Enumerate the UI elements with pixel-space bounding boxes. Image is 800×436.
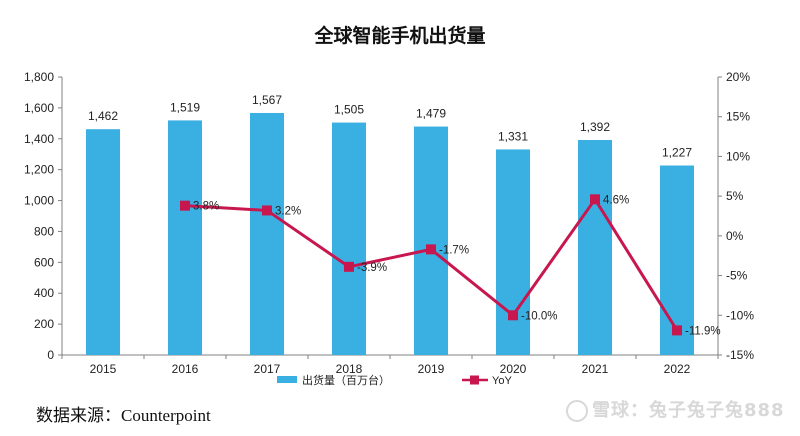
- bar-value-label: 1,227: [662, 145, 692, 159]
- y-tick-label: 1,600: [24, 101, 54, 115]
- x-tick-label: 2016: [172, 362, 199, 376]
- yoy-value-label: 3.2%: [275, 205, 301, 217]
- bar-value-label: 1,567: [252, 93, 282, 107]
- x-tick-label: 2015: [90, 362, 117, 376]
- bar-value-label: 1,462: [88, 109, 118, 123]
- yoy-value-label: -10.0%: [521, 310, 557, 322]
- y-tick-label: 200: [34, 317, 54, 331]
- yoy-value-label: 4.6%: [603, 194, 629, 206]
- legend-label-yoy: YoY: [492, 375, 512, 387]
- bar: [496, 149, 530, 355]
- x-tick-label: 2017: [254, 362, 281, 376]
- y2-tick-label: 10%: [726, 149, 750, 163]
- watermark: 雪球：兔子兔子兔888: [566, 396, 785, 422]
- y-tick-label: 800: [34, 224, 54, 238]
- yoy-marker: [508, 310, 518, 321]
- y2-tick-label: -10%: [726, 308, 754, 322]
- yoy-marker: [590, 194, 600, 205]
- legend-swatch-yoy-marker: [470, 375, 479, 385]
- bar: [332, 122, 366, 355]
- x-tick-label: 2022: [664, 362, 691, 376]
- yoy-value-label: -3.9%: [357, 262, 387, 274]
- bar-value-label: 1,331: [498, 129, 528, 143]
- bar-value-label: 1,519: [170, 100, 200, 114]
- yoy-marker: [262, 205, 272, 216]
- bar-value-label: 1,479: [416, 107, 446, 121]
- y-tick-label: 1,200: [24, 163, 54, 177]
- y-tick-label: 1,800: [24, 70, 54, 84]
- y-tick-label: 1,000: [24, 194, 54, 208]
- chart-title: 全球智能手机出货量: [313, 24, 485, 47]
- bar: [660, 165, 694, 355]
- yoy-marker: [426, 244, 436, 255]
- bar-series: 1,462 1,519 1,567 1,505 1,479 1,331 1,392 1,227: [86, 93, 694, 356]
- chart-legend: 出货量（百万台） YoY: [277, 373, 512, 387]
- bar-value-label: 1,392: [580, 120, 610, 134]
- yoy-marker: [672, 325, 682, 336]
- yoy-value-label: -1.7%: [439, 244, 469, 256]
- y2-tick-label: 15%: [726, 110, 750, 124]
- y2-tick-label: -5%: [726, 269, 748, 283]
- watermark-text: 雪球：兔子兔子兔888: [592, 400, 785, 421]
- yoy-marker: [344, 261, 354, 272]
- legend-swatch-shipments: [277, 376, 297, 383]
- yoy-value-label: -11.9%: [685, 325, 721, 337]
- y-tick-label: 0: [47, 348, 54, 362]
- y2-tick-label: 5%: [726, 189, 744, 203]
- y2-tick-label: 20%: [726, 70, 750, 84]
- source-note: 数据来源：Counterpoint: [36, 406, 211, 425]
- y-tick-label: 400: [34, 286, 54, 300]
- bar: [168, 120, 202, 355]
- yoy-series: 3.8% 3.2% -3.9% -1.7% -10.0% 4.6% -11.9%: [180, 194, 721, 337]
- chart-axes: 0 200 400 600 800 1,000 1,200 1,400 1,600 1,800 -1…: [24, 70, 754, 376]
- x-tick-label: 2019: [418, 362, 445, 376]
- x-tick-label: 2021: [582, 362, 609, 376]
- yoy-value-label: 3.8%: [193, 201, 219, 213]
- bar: [86, 129, 120, 355]
- x-tick-label: 2020: [500, 362, 527, 376]
- y2-tick-label: 0%: [726, 229, 744, 243]
- legend-label-shipments: 出货量（百万台）: [302, 373, 390, 387]
- x-tick-label: 2018: [336, 362, 363, 376]
- bar: [578, 140, 612, 355]
- bar: [250, 112, 284, 355]
- bar: [414, 126, 448, 356]
- yoy-marker: [180, 200, 190, 211]
- y-tick-label: 1,400: [24, 132, 54, 146]
- snowball-logo-icon: [566, 400, 588, 422]
- bar-value-label: 1,505: [334, 103, 364, 117]
- y2-tick-label: -15%: [726, 348, 754, 362]
- y-tick-label: 600: [34, 255, 54, 269]
